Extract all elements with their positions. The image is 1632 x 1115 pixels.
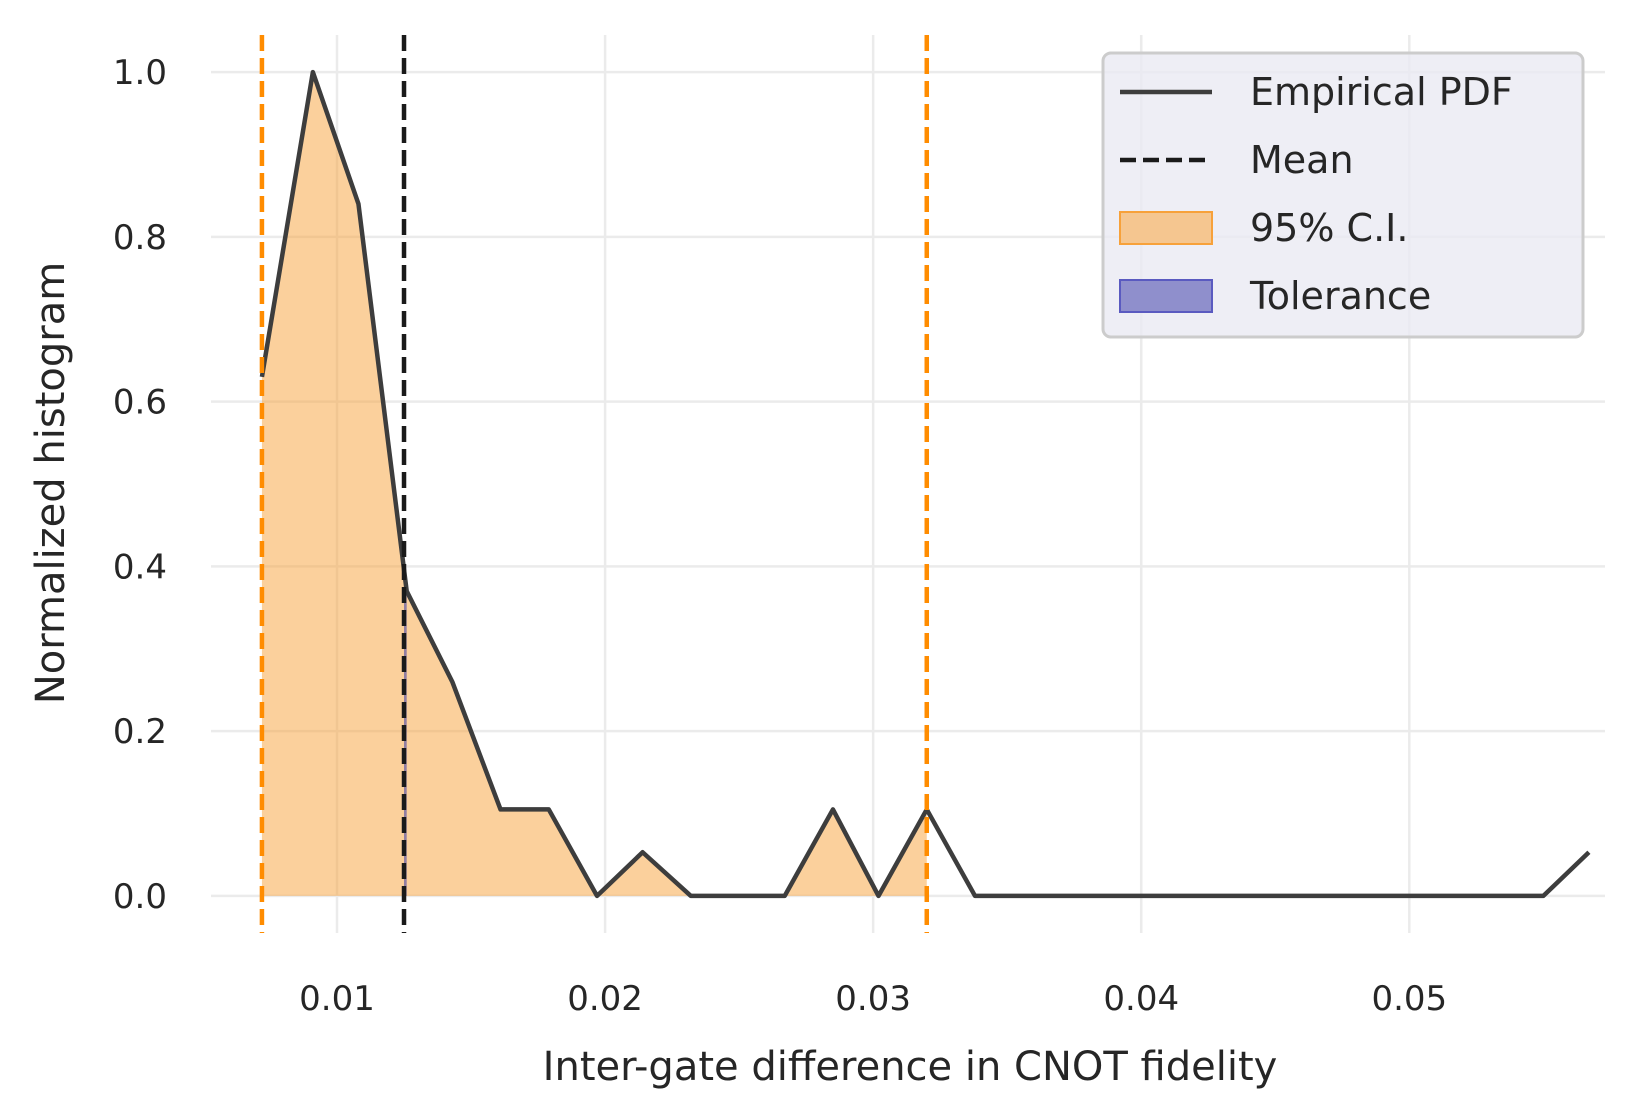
legend-label-empirical-pdf: Empirical PDF: [1250, 70, 1513, 114]
x-tick-label: 0.05: [1371, 979, 1447, 1019]
y-tick-label: 0.0: [113, 877, 167, 917]
y-tick-label: 0.2: [113, 712, 167, 752]
legend-label-tolerance: Tolerance: [1249, 274, 1431, 318]
fill-areas: [261, 72, 927, 896]
x-tick-labels: 0.01 0.02 0.03 0.04 0.05: [299, 979, 1447, 1019]
x-axis-label: Inter-gate difference in CNOT fidelity: [543, 1044, 1278, 1090]
legend-box: [1101, 51, 1585, 339]
legend-swatch-95-c-i: [1119, 211, 1213, 245]
y-tick-label: 1.0: [113, 53, 167, 93]
legend-swatch-tolerance: [1119, 279, 1213, 313]
y-axis-label: Normalized histogram: [28, 262, 74, 704]
y-tick-label: 0.4: [113, 547, 167, 587]
x-tick-label: 0.01: [299, 979, 375, 1019]
y-tick-label: 0.8: [113, 218, 167, 258]
legend-label-mean: Mean: [1250, 138, 1354, 182]
95-c-i-area: [261, 72, 927, 896]
reference-lines: [259, 35, 930, 933]
x-tick-label: 0.03: [835, 979, 911, 1019]
y-tick-label: 0.6: [113, 383, 167, 423]
legend: Empirical PDF Mean 95% C.I. Tolerance: [1101, 51, 1585, 339]
legend-label-95-c-i: 95% C.I.: [1250, 206, 1408, 250]
x-tick-label: 0.02: [567, 979, 643, 1019]
y-tick-labels: 0.0 0.2 0.4 0.6 0.8 1.0: [113, 53, 167, 917]
x-tick-label: 0.04: [1103, 979, 1179, 1019]
